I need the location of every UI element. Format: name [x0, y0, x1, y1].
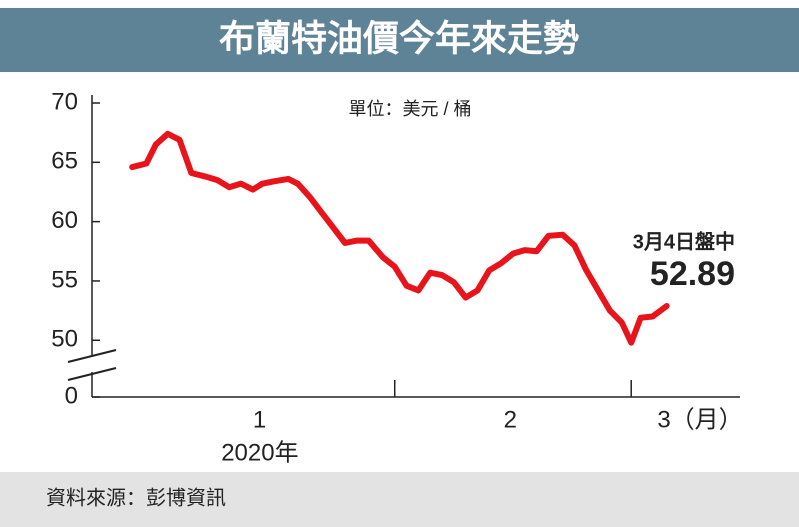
x-tick-label: 3（月） [657, 406, 742, 433]
x-tick-label: 2 [504, 406, 517, 433]
y-tick-label: 55 [51, 266, 78, 293]
y-tick-label: 60 [51, 207, 78, 234]
annotation-label: 3月4日盤中 [633, 229, 735, 253]
value-label: 52.89 [650, 255, 735, 293]
axis-break [67, 367, 117, 381]
unit-label: 單位：美元 / 桶 [348, 99, 471, 119]
source: 資料來源：彭博資訊 [46, 486, 226, 509]
year-label: 2020年 [221, 439, 298, 466]
price-line [129, 130, 670, 346]
axis-break [67, 349, 117, 363]
y-tick-label: 50 [51, 326, 78, 353]
title-banner [0, 8, 799, 72]
x-tick-label: 1 [253, 406, 266, 433]
y-tick-label: 0 [65, 382, 78, 409]
source-bar [0, 472, 799, 527]
y-tick-label: 65 [51, 148, 78, 175]
chart-title: 布蘭特油價今年來走勢 [219, 18, 579, 59]
y-tick-label: 70 [51, 88, 78, 115]
